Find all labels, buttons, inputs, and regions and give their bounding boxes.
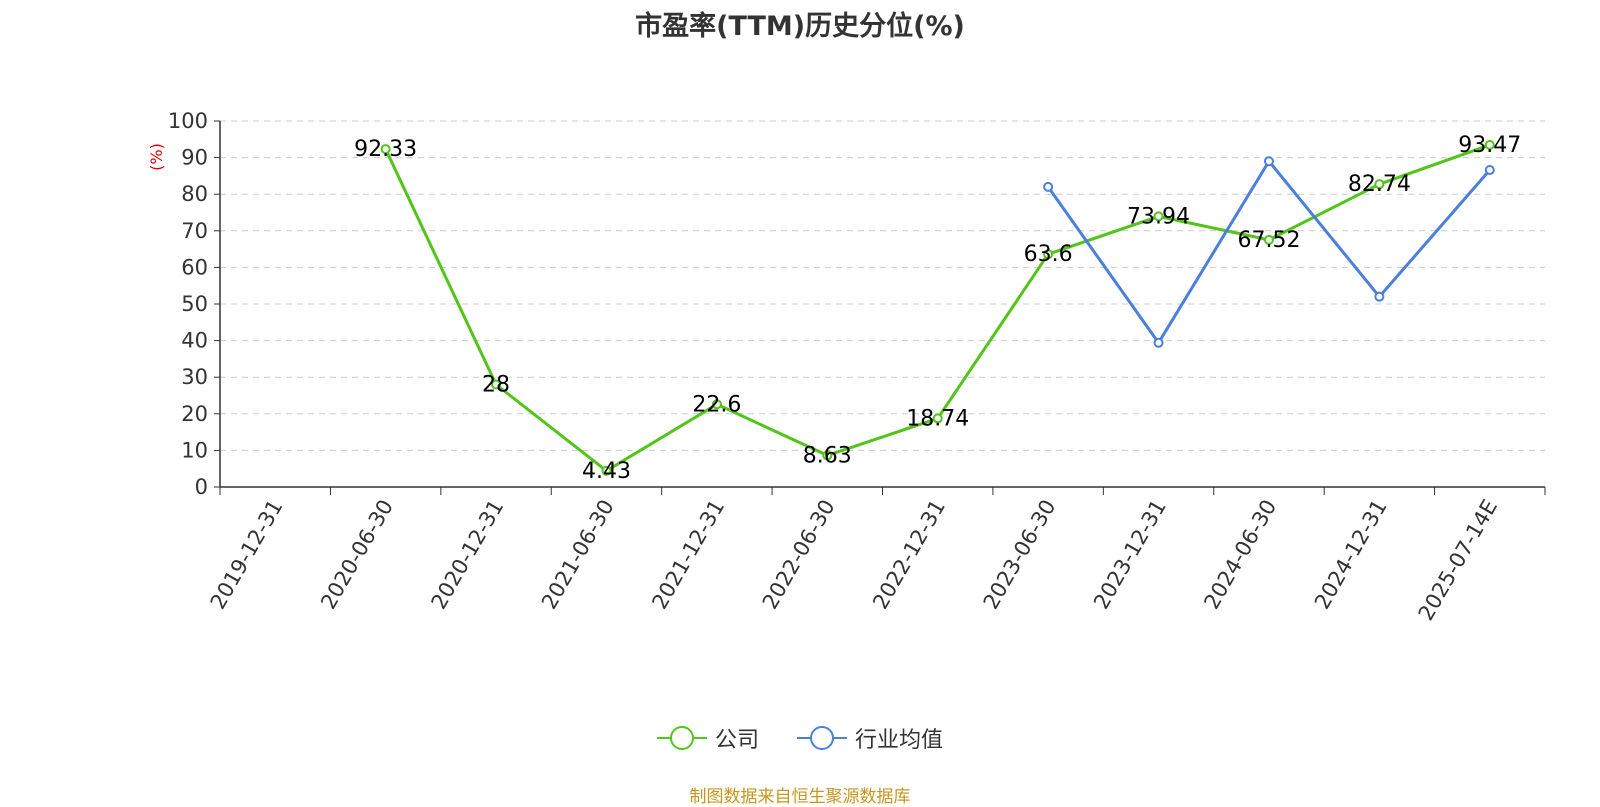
y-tick-label: 40	[181, 329, 208, 353]
source-note: 制图数据来自恒生聚源数据库	[689, 787, 911, 807]
x-tick-label: 2020-12-31	[427, 496, 509, 614]
data-point	[711, 399, 722, 410]
data-label: 18.74	[906, 406, 969, 431]
data-point	[1153, 337, 1164, 348]
data-label: 63.6	[1024, 242, 1073, 267]
y-tick-label: 80	[181, 182, 208, 206]
legend-item-company[interactable]: 公司	[656, 722, 759, 754]
x-tick-label: 2021-06-30	[537, 496, 619, 614]
legend-line-circle-icon	[656, 726, 707, 750]
y-tick-label: 0	[195, 475, 208, 499]
x-tick-label: 2019-12-31	[206, 496, 288, 614]
data-label: 28	[482, 373, 510, 398]
data-point	[1374, 179, 1385, 190]
x-tick-label: 2022-12-31	[868, 496, 950, 614]
y-tick-label: 100	[168, 109, 208, 133]
data-label: 4.43	[582, 459, 631, 484]
data-point	[491, 379, 502, 390]
data-point	[1484, 165, 1495, 176]
y-tick-label: 50	[181, 292, 208, 316]
data-point	[1484, 139, 1495, 150]
x-tick-label: 2022-06-30	[758, 496, 840, 614]
x-tick-label: 2025-07-14E	[1414, 496, 1502, 625]
data-point	[932, 413, 943, 424]
legend-label-company: 公司	[714, 728, 759, 753]
chart-legend: 公司 行业均值	[0, 722, 1600, 754]
y-tick-label: 30	[181, 365, 208, 389]
data-label: 92.33	[354, 137, 417, 162]
x-tick-label: 2024-06-30	[1199, 496, 1281, 614]
data-point	[1263, 156, 1274, 167]
y-tick-label: 90	[181, 146, 208, 170]
y-tick-label: 10	[181, 438, 208, 462]
x-tick-label: 2024-12-31	[1310, 496, 1392, 614]
data-label: 82.74	[1348, 172, 1411, 197]
data-point	[1263, 234, 1274, 245]
x-tick-label: 2023-12-31	[1089, 496, 1171, 614]
data-label: 93.47	[1458, 133, 1521, 158]
x-tick-label: 2020-06-30	[316, 496, 398, 614]
data-point	[601, 465, 612, 476]
data-point	[1043, 249, 1054, 260]
y-tick-label: 60	[181, 255, 208, 279]
y-tick-label: 70	[181, 219, 208, 243]
data-label: 8.63	[803, 443, 852, 468]
data-point	[1374, 291, 1385, 302]
data-point	[1043, 181, 1054, 192]
x-tick-label: 2023-06-30	[979, 496, 1061, 614]
data-label: 73.94	[1127, 204, 1190, 229]
chart-title: 市盈率(TTM)历史分位(%)	[635, 11, 965, 42]
legend-label-industry: 行业均值	[855, 728, 944, 753]
data-label: 67.52	[1237, 228, 1300, 253]
data-label: 22.6	[692, 392, 741, 417]
y-axis-label: (%)	[147, 143, 166, 171]
x-tick-label: 2021-12-31	[647, 496, 729, 614]
y-tick-label: 20	[181, 402, 208, 426]
data-point	[1153, 211, 1164, 222]
legend-line-circle-icon	[797, 726, 847, 750]
data-point	[380, 144, 391, 155]
legend-item-industry[interactable]: 行业均值	[797, 722, 943, 754]
data-point	[822, 450, 833, 461]
